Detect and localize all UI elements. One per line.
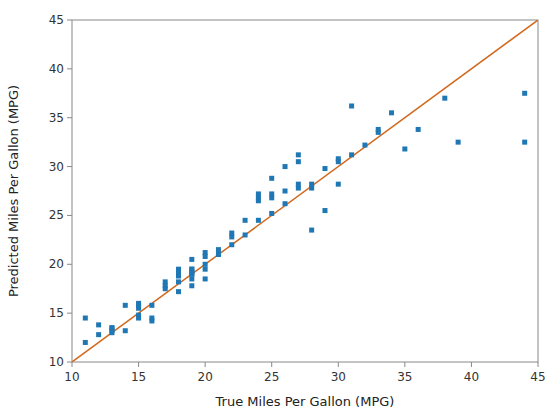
scatter-point — [336, 156, 341, 161]
y-tick-label: 30 — [49, 160, 64, 174]
y-tick — [67, 166, 72, 167]
scatter-point — [229, 231, 234, 236]
scatter-point — [189, 276, 194, 281]
y-tick — [67, 215, 72, 216]
x-tick — [271, 362, 272, 367]
x-tick-label: 30 — [331, 370, 346, 384]
scatter-point — [83, 316, 88, 321]
y-tick-label: 40 — [49, 62, 64, 76]
scatter-point — [522, 140, 527, 145]
y-tick-label: 15 — [49, 306, 64, 320]
scatter-point — [216, 252, 221, 257]
scatter-point — [256, 198, 261, 203]
x-tick — [205, 362, 206, 367]
scatter-point — [243, 232, 248, 237]
scatter-point — [309, 228, 314, 233]
scatter-point — [283, 189, 288, 194]
scatter-point — [176, 279, 181, 284]
scatter-point — [189, 257, 194, 262]
scatter-point — [149, 316, 154, 321]
y-tick — [67, 264, 72, 265]
x-tick — [338, 362, 339, 367]
reference-line — [72, 20, 538, 362]
x-tick — [72, 362, 73, 367]
scatter-point — [123, 328, 128, 333]
scatter-point — [269, 211, 274, 216]
scatter-point — [349, 103, 354, 108]
scatter-point — [522, 91, 527, 96]
x-tick — [538, 362, 539, 367]
chart-container: 10 15 20 25 30 35 40 45 10 15 20 25 30 35 40 45 True Mil… — [0, 0, 560, 420]
plot-frame — [72, 20, 538, 362]
scatter-point — [163, 286, 168, 291]
scatter-point — [176, 289, 181, 294]
x-tick-label: 10 — [64, 370, 79, 384]
scatter-point — [322, 208, 327, 213]
y-tick-label: 45 — [49, 13, 64, 27]
plot-area — [72, 20, 538, 362]
scatter-point — [349, 152, 354, 157]
y-tick — [67, 362, 72, 363]
x-tick — [471, 362, 472, 367]
scatter-point — [96, 332, 101, 337]
scatter-point — [309, 182, 314, 187]
scatter-point — [322, 166, 327, 171]
scatter-point — [256, 191, 261, 196]
scatter-point — [256, 218, 261, 223]
y-tick-label: 10 — [49, 355, 64, 369]
scatter-point — [136, 316, 141, 321]
scatter-point — [203, 254, 208, 259]
chart: 10 15 20 25 30 35 40 45 10 15 20 25 30 35 40 45 True Mil… — [0, 0, 560, 420]
scatter-point — [123, 303, 128, 308]
scatter-point — [136, 303, 141, 308]
scatter-point — [83, 340, 88, 345]
scatter-point — [283, 201, 288, 206]
x-axis-label: True Miles Per Gallon (MPG) — [215, 394, 395, 409]
scatter-point — [296, 152, 301, 157]
scatter-point — [402, 146, 407, 151]
scatter-point — [203, 276, 208, 281]
scatter-point — [216, 247, 221, 252]
scatter-point — [269, 176, 274, 181]
scatter-point — [203, 262, 208, 267]
y-axis-label: Predicted Miles Per Gallon (MPG) — [6, 85, 21, 297]
scatter-point — [96, 322, 101, 327]
scatter-point — [149, 303, 154, 308]
scatter-point — [456, 140, 461, 145]
axes: 10 15 20 25 30 35 40 45 10 15 20 25 30 35 40 45 — [49, 13, 546, 384]
x-tick-label: 40 — [464, 370, 479, 384]
y-tick — [67, 20, 72, 21]
scatter-point — [109, 330, 114, 335]
scatter-point — [269, 191, 274, 196]
x-tick-label: 45 — [530, 370, 545, 384]
x-tick — [404, 362, 405, 367]
scatter-point — [376, 127, 381, 132]
scatter-point — [362, 143, 367, 148]
scatter-point — [243, 218, 248, 223]
x-tick-label: 35 — [397, 370, 412, 384]
scatter-point — [229, 242, 234, 247]
scatter-point — [442, 96, 447, 101]
scatter-point — [296, 159, 301, 164]
x-tick — [138, 362, 139, 367]
scatter-point — [296, 182, 301, 187]
y-tick — [67, 117, 72, 118]
y-tick-label: 20 — [49, 257, 64, 271]
scatter-point — [203, 267, 208, 272]
scatter-point — [189, 283, 194, 288]
y-tick — [67, 68, 72, 69]
scatter-point — [336, 182, 341, 187]
y-tick-label: 35 — [49, 111, 64, 125]
x-tick-label: 20 — [198, 370, 213, 384]
y-tick — [67, 313, 72, 314]
scatter-point — [416, 127, 421, 132]
scatter-point — [389, 110, 394, 115]
x-tick-label: 15 — [131, 370, 146, 384]
x-tick-label: 25 — [264, 370, 279, 384]
scatter-point — [176, 270, 181, 275]
scatter-point — [283, 164, 288, 169]
scatter-point — [189, 270, 194, 275]
y-tick-label: 25 — [49, 208, 64, 222]
